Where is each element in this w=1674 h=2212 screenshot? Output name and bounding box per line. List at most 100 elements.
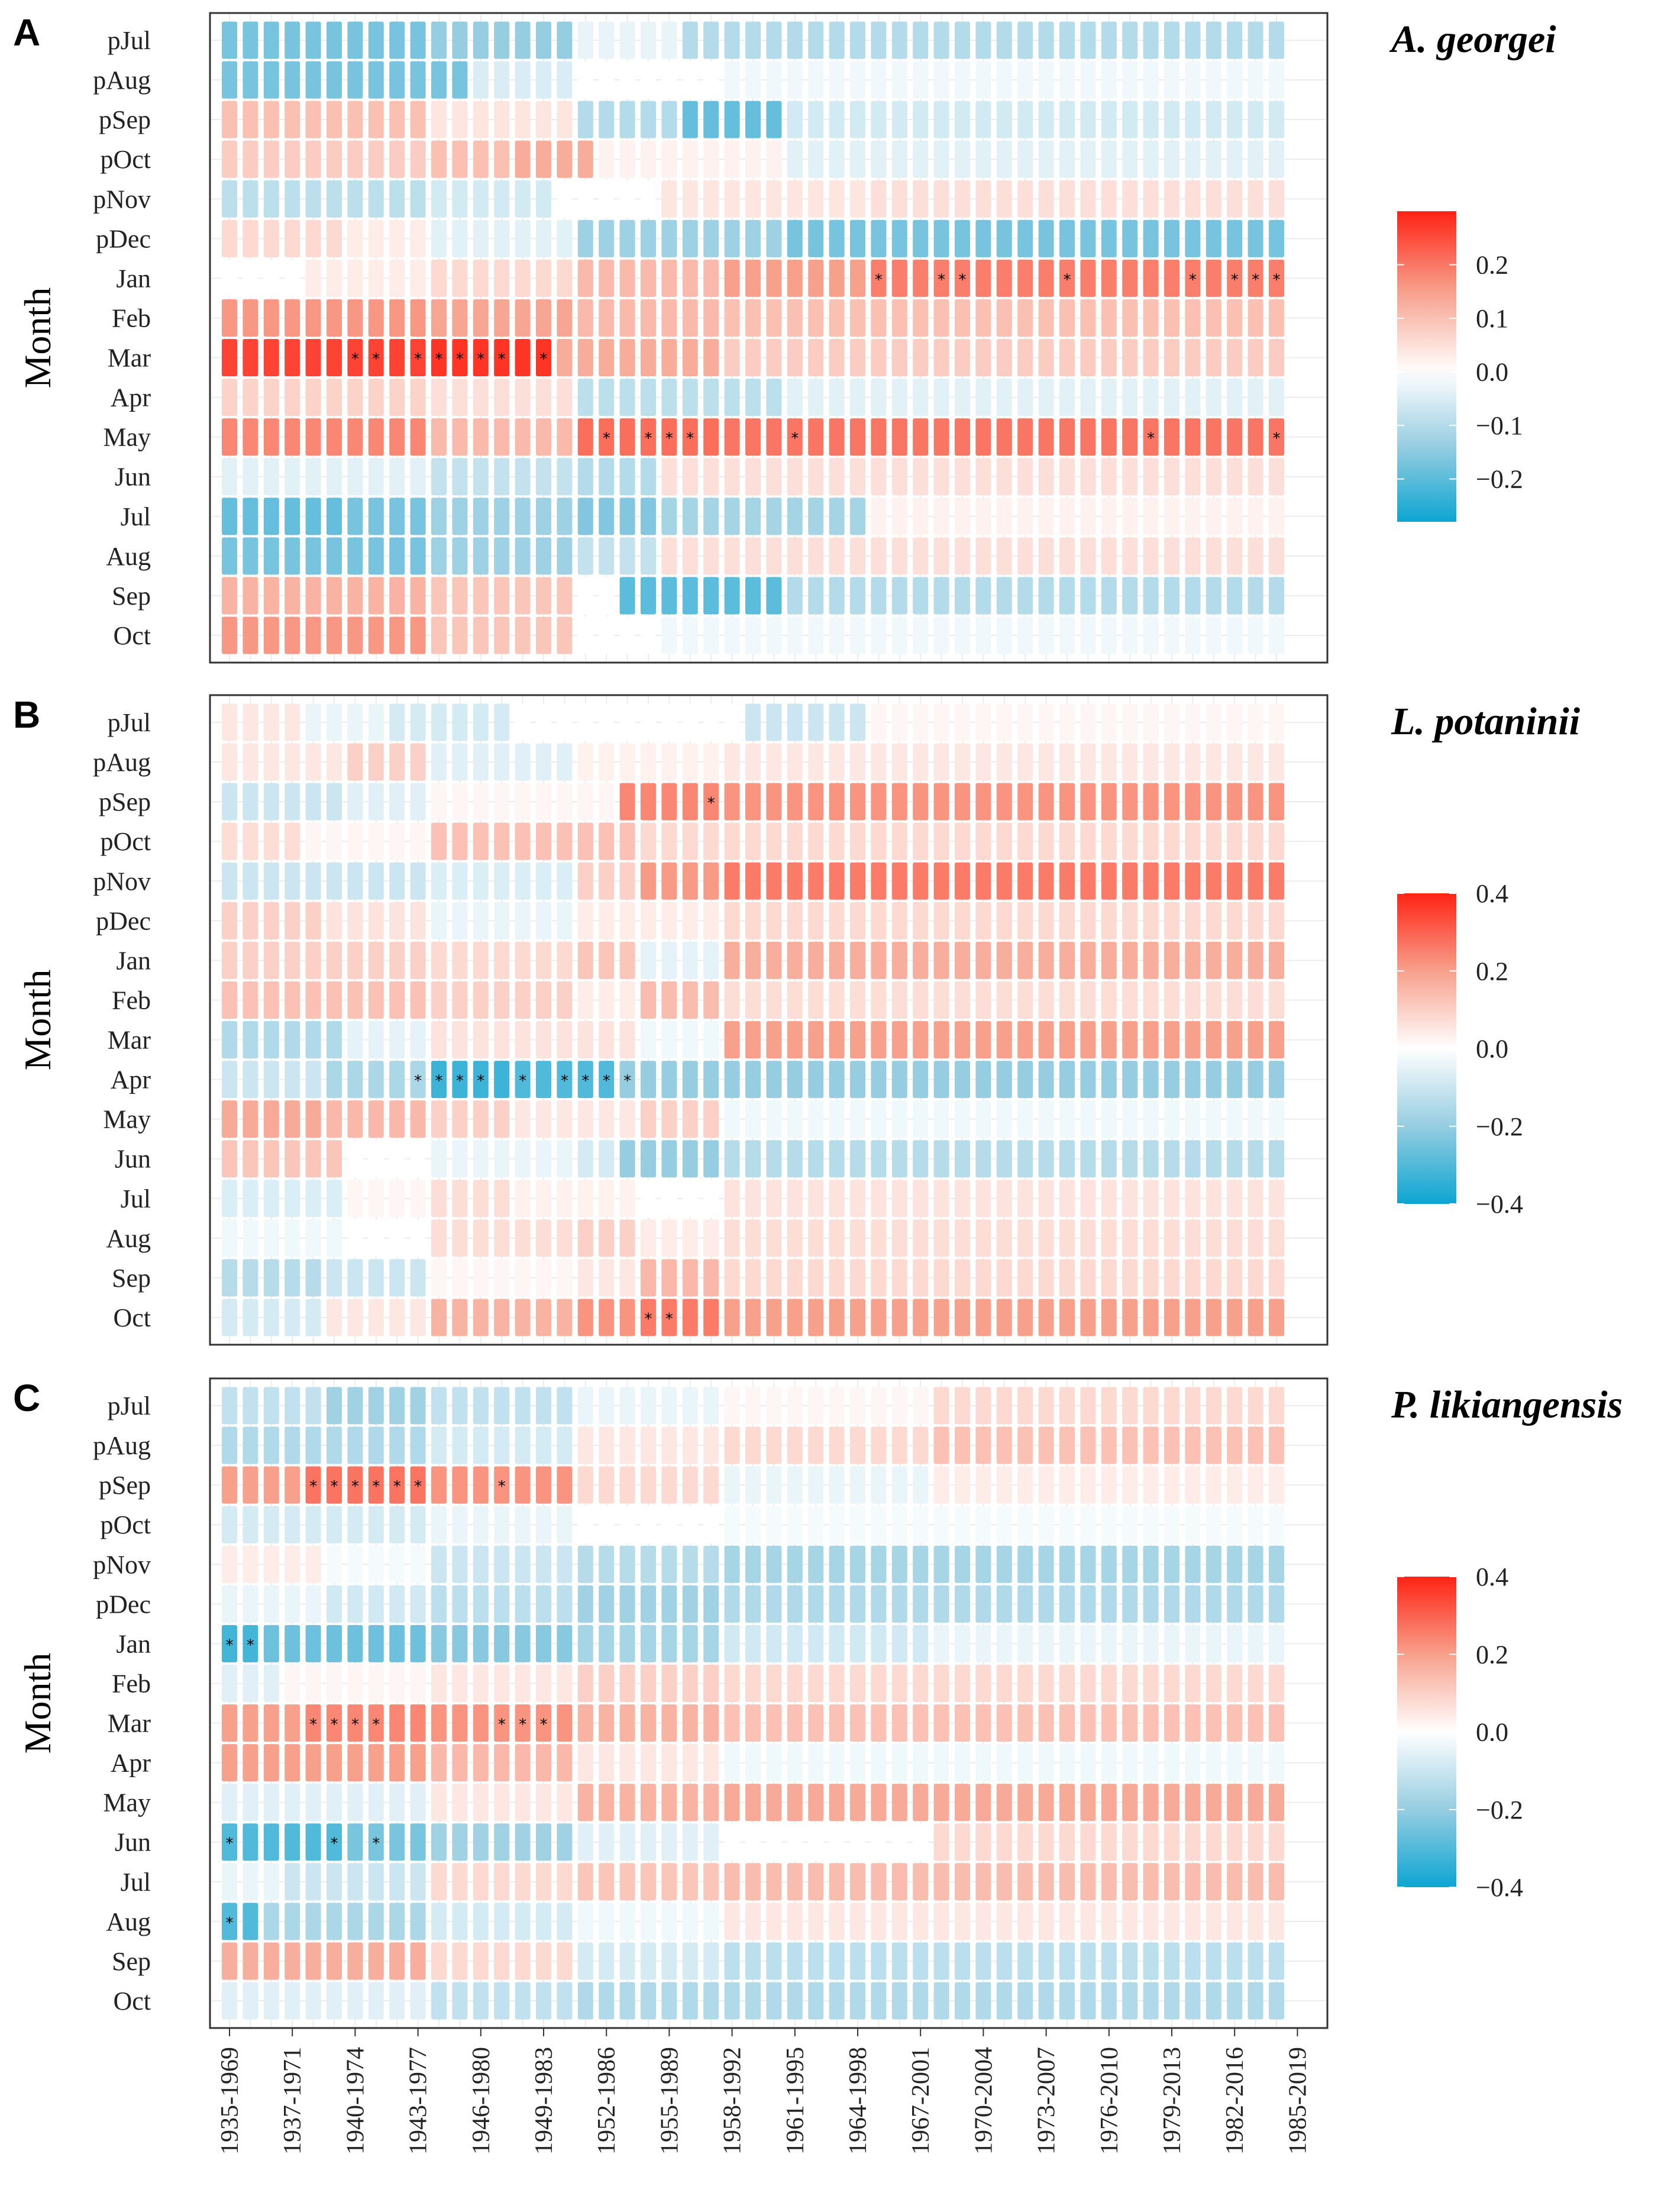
heatmap-cell bbox=[327, 61, 342, 99]
heatmap-cell bbox=[829, 1219, 845, 1257]
heatmap-cell bbox=[850, 101, 865, 138]
heatmap-cell bbox=[410, 1466, 426, 1504]
heatmap-cell bbox=[955, 1387, 970, 1425]
heatmap-cell bbox=[599, 299, 615, 337]
heatmap-cell bbox=[1227, 418, 1243, 456]
heatmap-cell bbox=[1206, 743, 1221, 781]
heatmap-cell bbox=[871, 418, 887, 456]
heatmap-cell bbox=[619, 1506, 635, 1543]
heatmap-cell bbox=[1080, 902, 1096, 939]
heatmap-cell bbox=[222, 498, 237, 535]
heatmap-cell bbox=[347, 1506, 363, 1543]
heatmap-cell bbox=[1122, 822, 1138, 860]
heatmap-cell bbox=[1017, 140, 1033, 178]
heatmap-cell bbox=[347, 101, 363, 138]
heatmap-cell bbox=[599, 140, 615, 178]
x-tick-label: 1970-2004 bbox=[970, 2047, 997, 2155]
heatmap-cell bbox=[1143, 981, 1159, 1019]
heatmap-cell bbox=[682, 1506, 698, 1543]
heatmap-cell bbox=[494, 379, 510, 416]
heatmap-cell bbox=[619, 458, 635, 496]
heatmap-cell bbox=[682, 1585, 698, 1623]
heatmap-cell bbox=[808, 1219, 824, 1257]
heatmap-cell bbox=[222, 1664, 237, 1702]
heatmap-cell bbox=[1206, 1823, 1221, 1861]
heatmap-cell bbox=[724, 1140, 740, 1178]
heatmap-cell bbox=[368, 339, 384, 377]
heatmap-cell bbox=[1185, 616, 1201, 654]
heatmap-cell bbox=[829, 1100, 845, 1138]
heatmap-cell bbox=[1206, 1903, 1221, 1940]
heatmap-cell bbox=[703, 1061, 719, 1099]
heatmap-cell bbox=[682, 862, 698, 900]
heatmap-cell bbox=[1269, 1664, 1284, 1702]
heatmap-cell bbox=[996, 1140, 1012, 1178]
heatmap-cell bbox=[745, 259, 761, 297]
heatmap-cell bbox=[431, 1585, 447, 1623]
heatmap-cell bbox=[1185, 1180, 1201, 1218]
heatmap-cell bbox=[515, 1100, 531, 1138]
heatmap-cell bbox=[431, 616, 447, 654]
heatmap-cell bbox=[808, 703, 824, 741]
heatmap-cell bbox=[808, 1903, 824, 1940]
month-label: pNov bbox=[93, 185, 151, 214]
heatmap-cell bbox=[787, 822, 803, 860]
heatmap-cell bbox=[285, 259, 300, 297]
heatmap-cell bbox=[431, 902, 447, 939]
heatmap-cell bbox=[494, 1744, 510, 1782]
heatmap-cell bbox=[766, 577, 782, 615]
heatmap-cell bbox=[619, 1664, 635, 1702]
heatmap-cell bbox=[515, 703, 531, 741]
significance-star: * bbox=[875, 271, 883, 289]
heatmap-cell bbox=[955, 1863, 970, 1901]
heatmap-cell bbox=[327, 1545, 342, 1583]
heatmap-cell bbox=[557, 1942, 573, 1980]
heatmap-cell bbox=[787, 219, 803, 257]
heatmap-cell bbox=[619, 1863, 635, 1901]
heatmap-cell bbox=[955, 61, 970, 99]
significance-star: * bbox=[519, 1716, 526, 1734]
heatmap-cell bbox=[410, 458, 426, 496]
heatmap-cell bbox=[871, 180, 887, 218]
heatmap-cell bbox=[473, 1466, 489, 1504]
heatmap-cell bbox=[933, 1942, 949, 1980]
heatmap-cell bbox=[955, 259, 970, 297]
heatmap-cell bbox=[347, 1219, 363, 1257]
heatmap-cell bbox=[682, 1744, 698, 1782]
heatmap-cell bbox=[682, 783, 698, 821]
heatmap-cell bbox=[913, 339, 929, 377]
heatmap-cell bbox=[829, 1823, 845, 1861]
heatmap-cell bbox=[1101, 1863, 1117, 1901]
heatmap-cell bbox=[452, 21, 468, 59]
heatmap-cell bbox=[557, 1426, 573, 1464]
heatmap-cell bbox=[1143, 1903, 1159, 1940]
heatmap-cell bbox=[996, 418, 1012, 456]
heatmap-cell bbox=[703, 418, 719, 456]
heatmap-cell bbox=[661, 1744, 677, 1782]
heatmap-cell bbox=[222, 339, 237, 377]
heatmap-cell bbox=[766, 1625, 782, 1662]
heatmap-cell bbox=[829, 1299, 845, 1336]
heatmap-cell bbox=[808, 219, 824, 257]
heatmap-cell bbox=[1227, 902, 1243, 939]
heatmap-cell bbox=[1227, 1863, 1243, 1901]
heatmap-cell bbox=[1038, 703, 1054, 741]
heatmap-cell bbox=[955, 458, 970, 496]
heatmap-cell bbox=[703, 498, 719, 535]
significance-star: * bbox=[665, 430, 673, 448]
heatmap-cell bbox=[745, 743, 761, 781]
x-tick-label: 1967-2001 bbox=[907, 2047, 935, 2155]
heatmap-cell bbox=[1080, 1259, 1096, 1297]
heatmap-cell bbox=[766, 1982, 782, 2020]
heatmap-cell bbox=[1206, 180, 1221, 218]
heatmap-cell bbox=[682, 1982, 698, 2020]
heatmap-cell bbox=[1122, 1100, 1138, 1138]
heatmap-cell bbox=[305, 743, 321, 781]
heatmap-cell bbox=[975, 299, 991, 337]
heatmap-cell bbox=[473, 1744, 489, 1782]
heatmap-cell bbox=[745, 1219, 761, 1257]
heatmap-cell bbox=[955, 418, 970, 456]
heatmap-cell bbox=[410, 941, 426, 979]
heatmap-cell bbox=[327, 1299, 342, 1336]
significance-star: * bbox=[372, 1478, 380, 1496]
